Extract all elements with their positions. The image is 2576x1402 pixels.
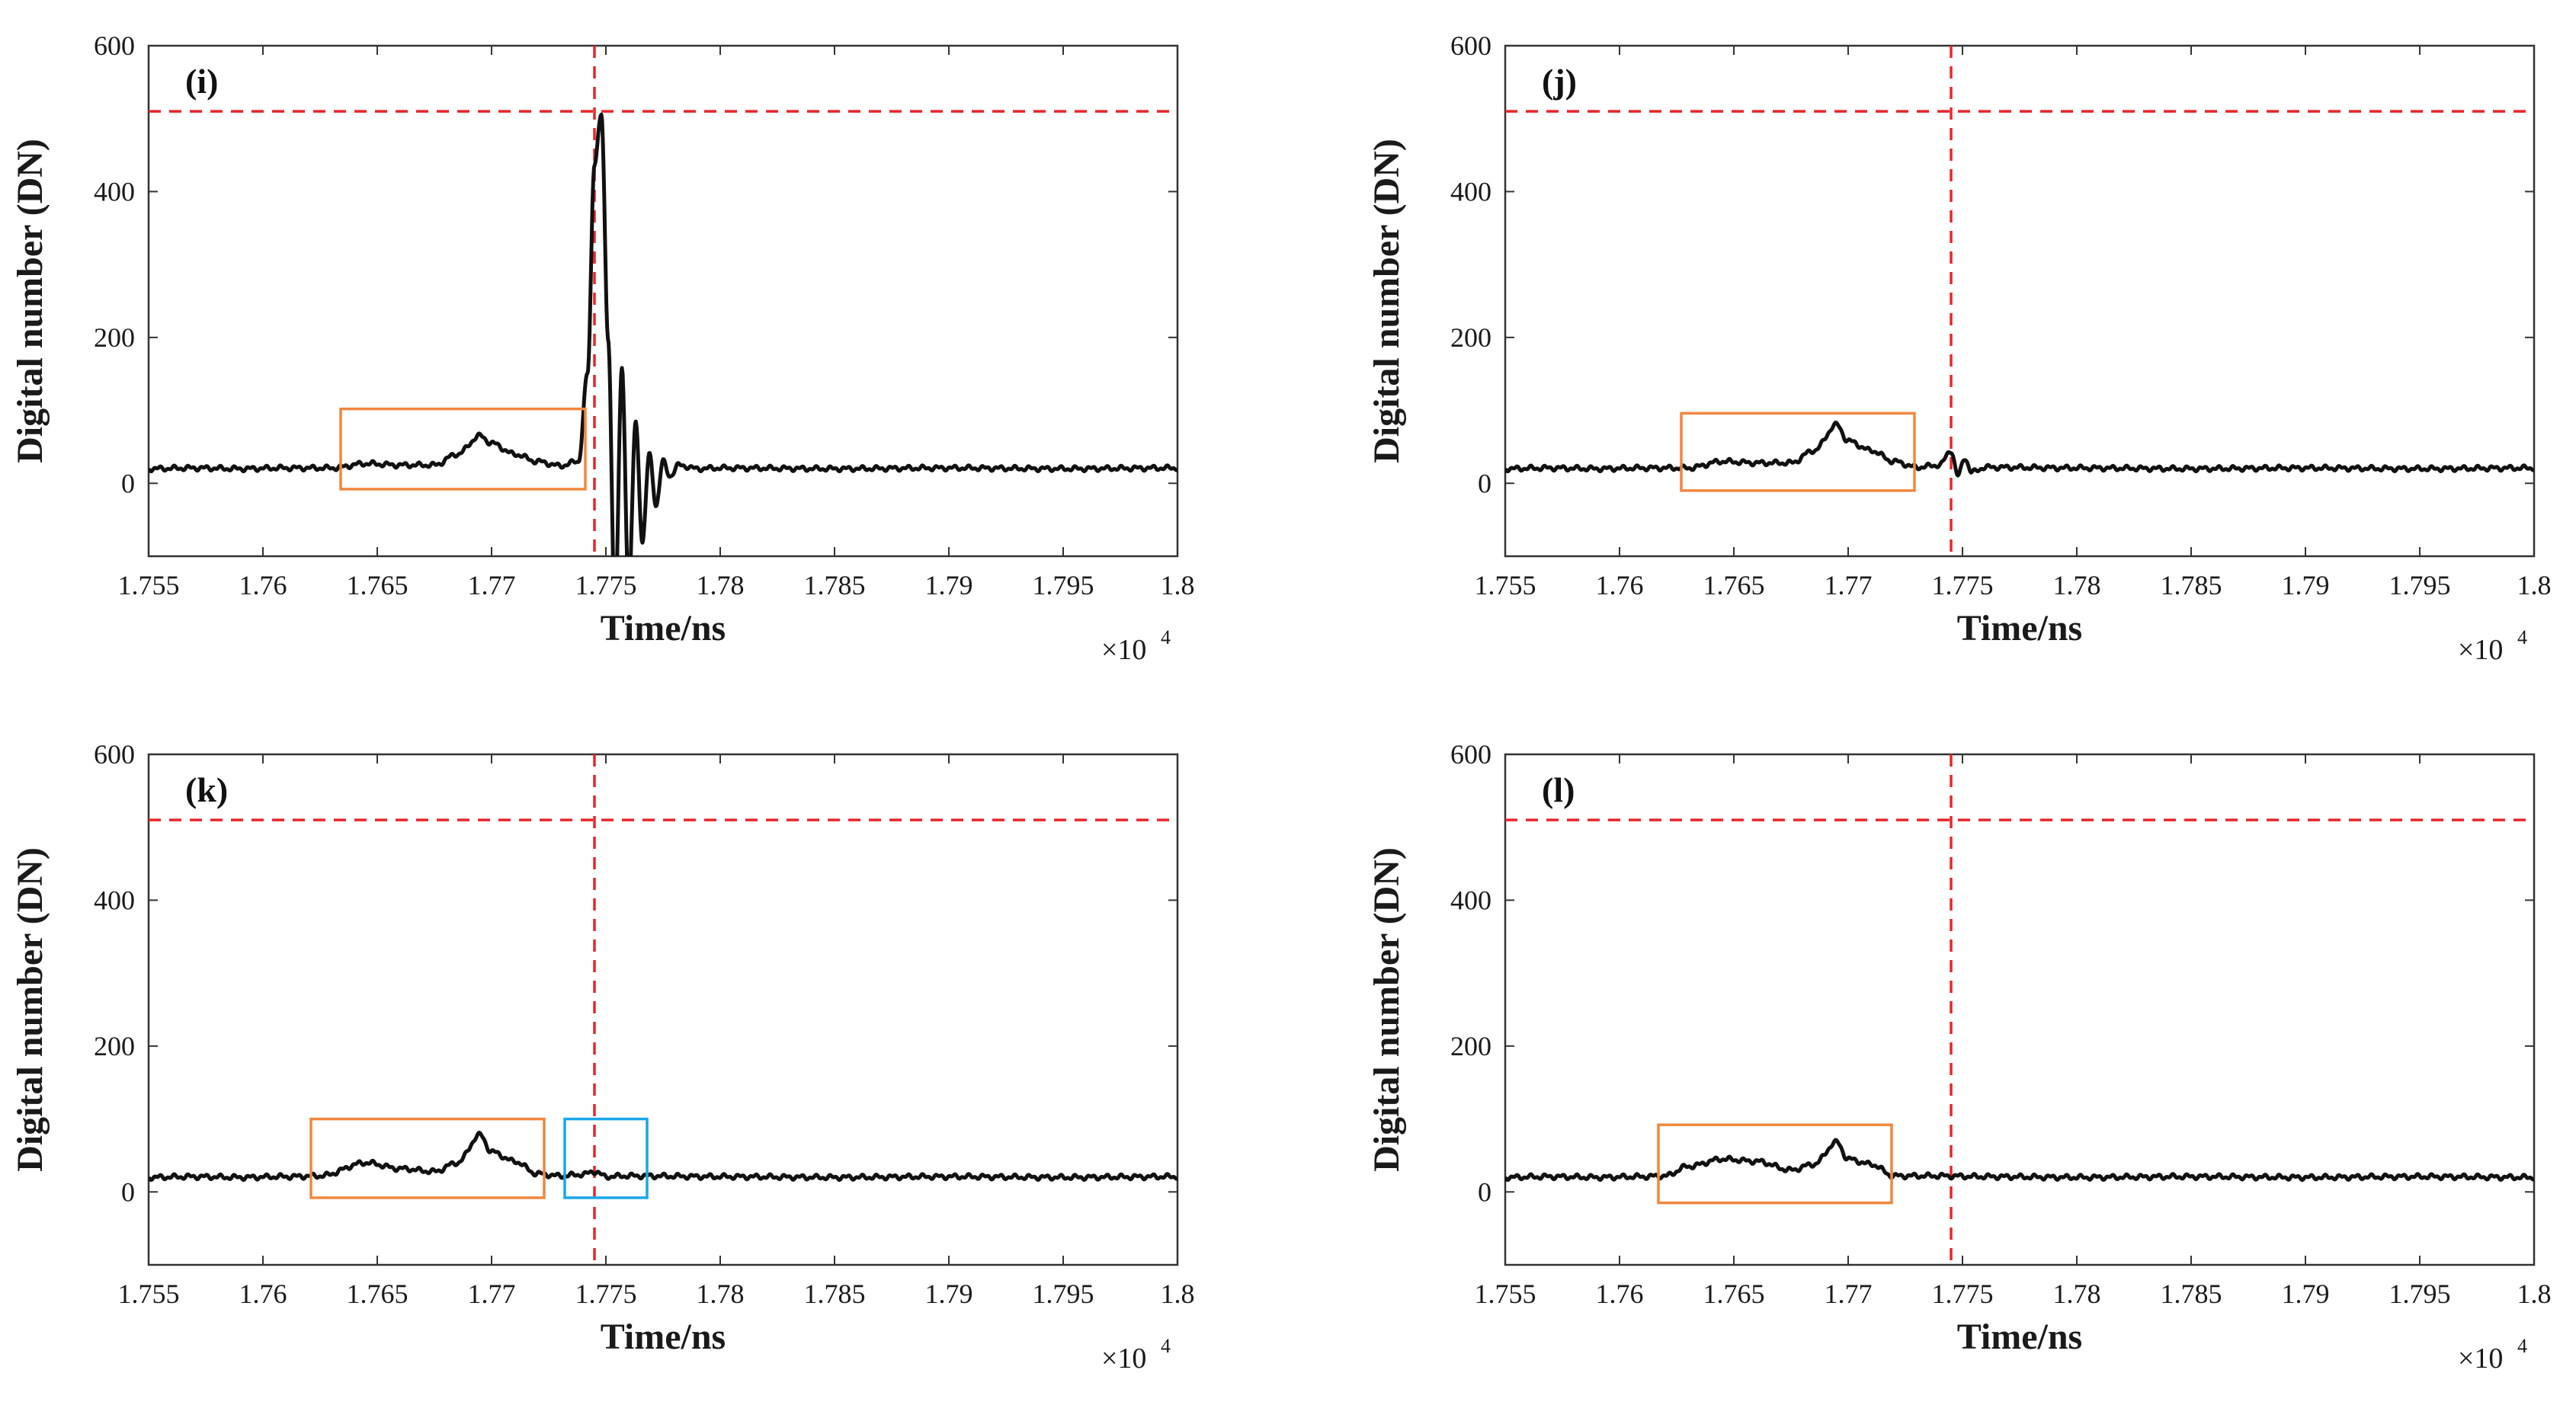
y-axis-label: Digital number (DN) xyxy=(10,847,50,1172)
x-tick-label: 1.76 xyxy=(1596,570,1644,600)
y-tick-label: 400 xyxy=(1450,885,1491,915)
x-tick-label: 1.76 xyxy=(239,1279,287,1309)
x-tick-label: 1.79 xyxy=(2282,570,2330,600)
plot-area xyxy=(1505,754,2534,1265)
x-tick-label: 1.78 xyxy=(697,570,745,600)
x-tick-label: 1.765 xyxy=(347,1279,409,1309)
y-tick-label: 600 xyxy=(94,739,135,770)
orange-highlight-box xyxy=(1680,411,1916,492)
waveform-line-0 xyxy=(149,1131,1177,1183)
y-tick-label: 0 xyxy=(121,468,135,498)
x-tick-label: 1.8 xyxy=(1161,570,1195,600)
x-tick-label: 1.755 xyxy=(1475,1279,1536,1309)
panel-label: (i) xyxy=(185,62,218,101)
plot-area xyxy=(149,46,1177,556)
x-tick-label: 1.78 xyxy=(2053,1279,2101,1309)
plot-area xyxy=(1505,46,2534,556)
y-tick-label: 400 xyxy=(1450,176,1491,206)
x-multiplier: ×10 xyxy=(1101,634,1146,666)
blue-highlight-box xyxy=(563,1117,649,1199)
x-multiplier-exponent: 4 xyxy=(1161,626,1171,648)
x-tick-label: 1.77 xyxy=(468,570,516,600)
x-tick-label: 1.775 xyxy=(575,570,637,600)
x-tick-label: 1.8 xyxy=(2517,570,2552,600)
x-tick-label: 1.755 xyxy=(1475,570,1536,600)
orange-highlight-box xyxy=(1657,1123,1893,1205)
y-tick-label: 200 xyxy=(94,322,135,353)
x-tick-label: 1.765 xyxy=(1703,1279,1765,1309)
x-axis-label: Time/ns xyxy=(1957,1317,2082,1357)
plot-frame xyxy=(1504,44,2536,558)
y-tick-label: 600 xyxy=(1450,739,1491,770)
x-tick-label: 1.79 xyxy=(925,1279,973,1309)
y-tick-label: 600 xyxy=(1450,30,1491,61)
y-tick-label: 400 xyxy=(94,885,135,915)
panel-label: (k) xyxy=(185,770,228,809)
x-tick-label: 1.77 xyxy=(1825,570,1873,600)
x-tick-label: 1.775 xyxy=(575,1279,637,1309)
x-axis-label: Time/ns xyxy=(601,1317,726,1357)
chart-panel-2: 1.755 1.76 1.765 1.77 1.775 1.78 1.785 1.79 1.79… xyxy=(10,739,1195,1375)
panel-label: (j) xyxy=(1542,62,1577,101)
x-tick-label: 1.78 xyxy=(697,1279,745,1309)
x-tick-label: 1.78 xyxy=(2053,570,2101,600)
x-tick-label: 1.775 xyxy=(1932,570,1994,600)
y-tick-label: 0 xyxy=(1478,468,1491,498)
y-axis-label: Digital number (DN) xyxy=(1366,139,1407,463)
x-tick-label: 1.8 xyxy=(2517,1279,2552,1309)
orange-highlight-box xyxy=(309,1117,546,1199)
y-tick-label: 200 xyxy=(1450,322,1491,353)
x-tick-label: 1.795 xyxy=(2389,570,2451,600)
x-tick-label: 1.755 xyxy=(118,570,180,600)
y-axis-label: Digital number (DN) xyxy=(1366,847,1407,1172)
x-tick-label: 1.765 xyxy=(347,570,409,600)
x-tick-label: 1.8 xyxy=(1161,1279,1195,1309)
y-tick-label: 400 xyxy=(94,176,135,206)
x-tick-label: 1.76 xyxy=(1596,1279,1644,1309)
waveform-line-0 xyxy=(149,112,1177,556)
x-tick-label: 1.765 xyxy=(1703,570,1765,600)
x-tick-label: 1.77 xyxy=(468,1279,516,1309)
y-tick-label: 0 xyxy=(1478,1176,1491,1207)
x-multiplier-exponent: 4 xyxy=(2517,1335,2527,1357)
y-tick-label: 0 xyxy=(121,1176,135,1207)
x-tick-label: 1.785 xyxy=(2161,1279,2222,1309)
x-multiplier: ×10 xyxy=(2458,1343,2503,1375)
x-tick-label: 1.785 xyxy=(804,570,866,600)
plot-area xyxy=(149,754,1177,1265)
x-tick-label: 1.795 xyxy=(2389,1279,2451,1309)
y-tick-label: 200 xyxy=(1450,1031,1491,1061)
x-tick-label: 1.785 xyxy=(804,1279,866,1309)
x-tick-label: 1.79 xyxy=(925,570,973,600)
x-multiplier-exponent: 4 xyxy=(2517,626,2527,648)
x-tick-label: 1.76 xyxy=(239,570,287,600)
x-multiplier: ×10 xyxy=(2458,634,2503,666)
y-axis-label: Digital number (DN) xyxy=(10,139,50,463)
waveform-line-0 xyxy=(1505,1138,2534,1183)
panel-label: (l) xyxy=(1542,770,1575,809)
chart-panel-1: 1.755 1.76 1.765 1.77 1.775 1.78 1.785 1.79 1.79… xyxy=(1366,30,2552,666)
x-multiplier-exponent: 4 xyxy=(1161,1335,1171,1357)
y-tick-label: 600 xyxy=(94,30,135,61)
x-tick-label: 1.79 xyxy=(2282,1279,2330,1309)
x-tick-label: 1.795 xyxy=(1033,1279,1094,1309)
chart-panel-3: 1.755 1.76 1.765 1.77 1.775 1.78 1.785 1.79 1.79… xyxy=(1366,739,2552,1375)
x-tick-label: 1.755 xyxy=(118,1279,180,1309)
waveform-line-0 xyxy=(1505,421,2534,478)
y-tick-label: 200 xyxy=(94,1031,135,1061)
x-axis-label: Time/ns xyxy=(1957,608,2082,648)
plot-frame xyxy=(147,753,1179,1266)
plot-frame xyxy=(147,44,1179,558)
x-tick-label: 1.795 xyxy=(1033,570,1094,600)
x-tick-label: 1.775 xyxy=(1932,1279,1994,1309)
x-tick-label: 1.77 xyxy=(1825,1279,1873,1309)
plot-frame xyxy=(1504,753,2536,1266)
x-multiplier: ×10 xyxy=(1101,1343,1146,1375)
orange-highlight-box xyxy=(339,407,587,491)
chart-panel-0: 1.755 1.76 1.765 1.77 1.775 1.78 1.785 1.79 1.79… xyxy=(10,30,1195,666)
x-axis-label: Time/ns xyxy=(601,608,726,648)
x-tick-label: 1.785 xyxy=(2161,570,2222,600)
